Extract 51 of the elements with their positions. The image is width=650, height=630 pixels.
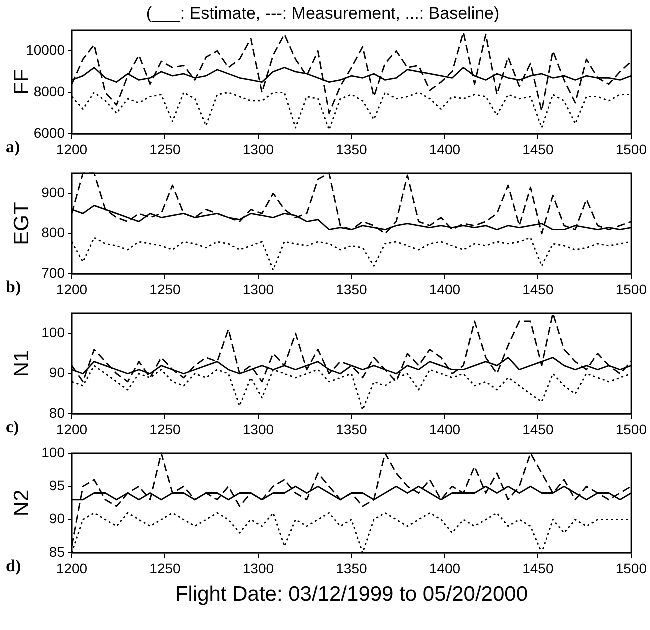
x-tick-label: 1300 (242, 421, 274, 438)
x-tick-label: 1250 (150, 141, 182, 158)
x-tick-label: 1350 (336, 421, 368, 438)
y-tick-label: 90 (49, 510, 66, 527)
y-tick-label: 100 (42, 444, 66, 460)
x-tick-label: 1200 (56, 141, 88, 158)
x-tick-label: 1500 (616, 560, 648, 576)
text: d) (6, 556, 22, 576)
x-tick-label: 1200 (56, 421, 88, 438)
y-tick-label: 85 (49, 544, 66, 560)
y-tick-label: 700 (42, 265, 66, 282)
x-tick-label: 1500 (616, 421, 648, 438)
x-tick-label: 1350 (336, 560, 368, 576)
x-tick-label: 1350 (336, 141, 368, 158)
x-tick-label: 1200 (56, 560, 88, 576)
y-tick-label: 90 (49, 364, 66, 381)
x-tick-label: 1400 (429, 560, 461, 576)
y-axis-title: EGT (10, 202, 34, 246)
x-axis-title: Flight Date: 03/12/1999 to 05/20/2000 (175, 583, 528, 606)
y-tick-label: 8000 (34, 84, 66, 100)
x-tick-label: 1450 (522, 281, 554, 298)
x-tick-label: 1300 (242, 560, 274, 576)
x-tick-label: 1400 (429, 141, 461, 158)
y-tick-label: 800 (42, 224, 66, 241)
x-tick-label: 1250 (150, 560, 182, 576)
x-tick-label: 1350 (336, 281, 368, 298)
x-tick-label: 1200 (56, 281, 88, 298)
x-tick-label: 1400 (429, 421, 461, 438)
x-tick-label: 1300 (242, 281, 274, 298)
y-axis-title: N1 (10, 350, 34, 378)
x-tick-label: 1400 (429, 281, 461, 298)
y-tick-label: 6000 (34, 125, 66, 142)
x-tick-label: 1300 (242, 141, 274, 158)
x-tick-label: 1250 (150, 281, 182, 298)
x-tick-label: 1450 (522, 560, 554, 576)
y-tick-label: 95 (49, 477, 66, 494)
y-tick-label: 100 (42, 324, 66, 340)
x-tick-label: 1450 (522, 421, 554, 438)
text: a) (6, 138, 20, 157)
x-tick-label: 1500 (616, 141, 648, 158)
x-tick-label: 1500 (616, 281, 648, 298)
chart-title: (___: Estimate, ---: Measurement, ...: Baseline) (146, 4, 500, 23)
text: c) (6, 418, 20, 437)
text: b) (6, 278, 22, 297)
x-tick-label: 1450 (522, 141, 554, 158)
y-axis-title: FF (10, 69, 34, 96)
y-tick-label: 900 (42, 184, 66, 200)
y-tick-label: 80 (49, 405, 66, 422)
x-tick-label: 1250 (150, 421, 182, 438)
y-tick-label: 10000 (26, 42, 66, 58)
y-axis-title: N2 (10, 490, 34, 517)
